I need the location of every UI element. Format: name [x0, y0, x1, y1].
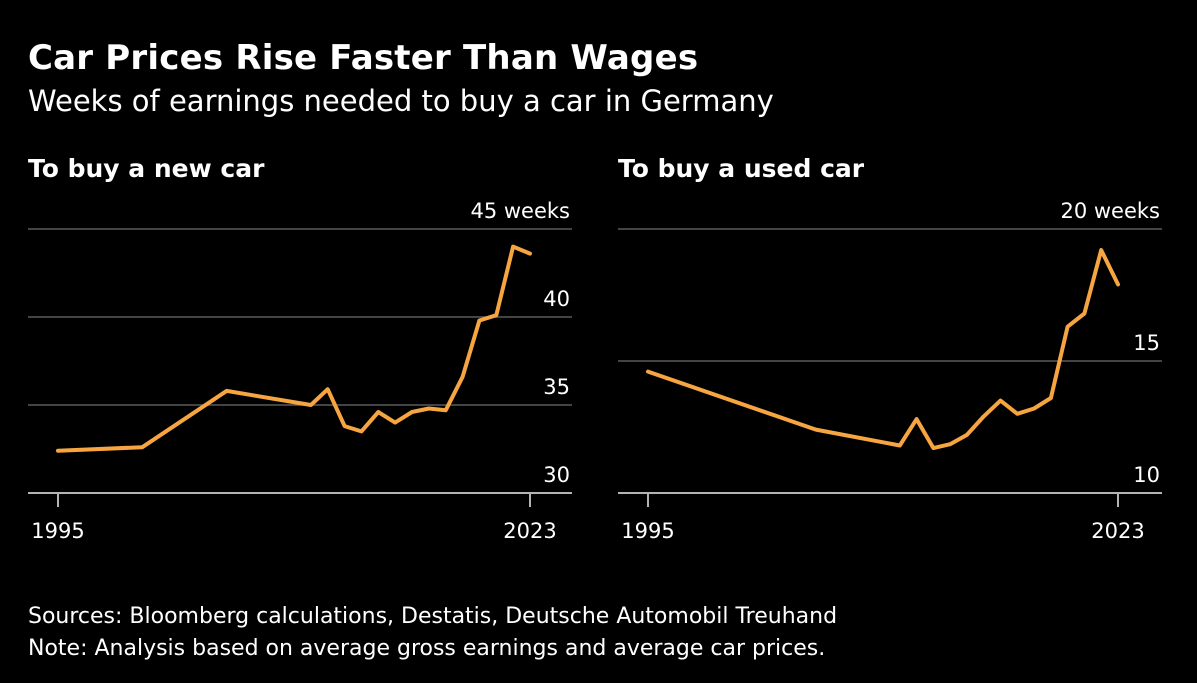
used-car-xtick-label-1995: 1995 — [621, 519, 674, 543]
panel-title-used-car: To buy a used car — [618, 154, 865, 183]
used-car-ytick-label-20: 20 weeks — [1060, 199, 1160, 223]
new-car-ytick-label-45: 45 weeks — [470, 199, 570, 223]
used-car-xtick-label-2023: 2023 — [1091, 519, 1144, 543]
new-car-ytick-label-30: 30 — [543, 463, 570, 487]
new-car-ytick-label-40: 40 — [543, 287, 570, 311]
chart-title: Car Prices Rise Faster Than Wages — [28, 38, 699, 78]
new-car-xtick-label-2023: 2023 — [503, 519, 556, 543]
used-car-ytick-label-15: 15 — [1133, 331, 1160, 355]
used-car-ytick-label-10: 10 — [1133, 463, 1160, 487]
analysis-note: Note: Analysis based on average gross ea… — [28, 636, 826, 661]
panel-title-new-car: To buy a new car — [28, 154, 265, 183]
new-car-ytick-label-35: 35 — [543, 375, 570, 399]
new-car-series-line — [56, 244, 532, 453]
used-car-series-line — [646, 248, 1120, 451]
chart-subtitle: Weeks of earnings needed to buy a car in… — [28, 84, 774, 118]
sources-note: Sources: Bloomberg calculations, Destati… — [28, 604, 838, 629]
new-car-xtick-label-1995: 1995 — [31, 519, 84, 543]
